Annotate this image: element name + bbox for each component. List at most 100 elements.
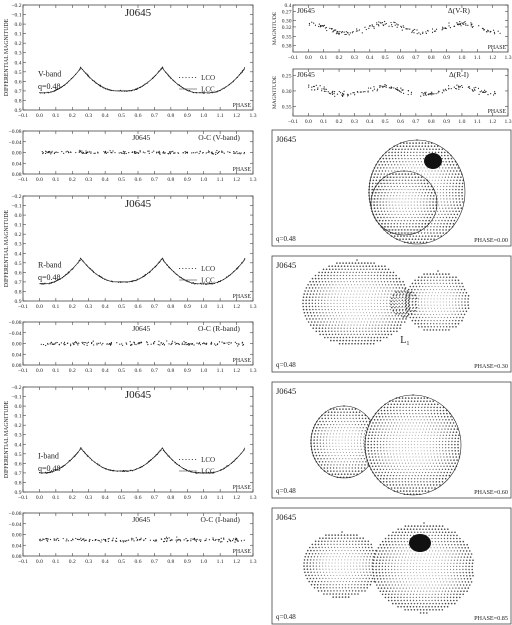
chart-oc-v: −0.1 0.0 0.1 0.2 0.3 0.4 0.5 0.6 0.7 0.8 0.9 1.0 1.1… — [9, 129, 257, 183]
surface-point — [339, 414, 342, 416]
surface-point — [405, 308, 407, 311]
surface-point — [332, 408, 335, 410]
surface-point — [352, 318, 354, 320]
surface-point — [389, 296, 391, 298]
surface-point — [350, 439, 352, 441]
surface-point — [421, 210, 423, 212]
surface-point — [415, 403, 417, 406]
surface-point — [406, 297, 408, 299]
surface-point — [354, 262, 357, 264]
surface-point — [355, 309, 357, 311]
residual-point — [58, 539, 60, 542]
surface-point — [452, 182, 455, 185]
color-point — [434, 30, 437, 32]
y-tick-label-extra: 0.4 — [285, 3, 292, 9]
residual-point — [118, 152, 120, 154]
surface-point — [421, 403, 424, 406]
residual-point — [230, 540, 232, 542]
surface-point — [329, 284, 331, 286]
surface-point — [459, 170, 461, 172]
surface-point — [401, 302, 403, 305]
color-point — [361, 32, 363, 34]
surface-point — [410, 157, 412, 160]
surface-point — [398, 294, 401, 296]
y-tick-label: 0.7 — [15, 280, 22, 286]
surface-point — [427, 232, 429, 234]
surface-point — [357, 467, 360, 469]
x-tick-label: 0.8 — [167, 559, 174, 565]
color-point — [333, 91, 336, 93]
surface-point — [448, 322, 450, 325]
residual-point — [124, 540, 126, 542]
surface-point — [454, 322, 457, 325]
surface-point — [398, 157, 400, 160]
color-point — [317, 87, 319, 89]
surface-point — [417, 207, 419, 209]
residual-point — [56, 341, 58, 344]
surface-point — [435, 148, 437, 151]
surface-point — [396, 311, 399, 314]
color-point — [494, 91, 496, 93]
x-tick-label: 0.1 — [52, 368, 59, 374]
surface-point — [374, 293, 377, 295]
color-point — [356, 91, 359, 93]
surface-point — [306, 293, 309, 295]
surface-point — [341, 442, 343, 444]
surface-point — [441, 157, 443, 160]
surface-point — [377, 195, 379, 197]
surface-point — [414, 406, 417, 409]
residual-point — [58, 344, 60, 346]
surface-point — [413, 400, 416, 402]
residual-point — [162, 342, 164, 344]
surface-point — [382, 274, 385, 277]
surface-point — [334, 333, 337, 336]
color-point — [425, 91, 427, 93]
surface-point — [376, 299, 379, 301]
surface-point — [406, 223, 408, 225]
residual-point — [47, 538, 49, 540]
surface-point — [395, 179, 397, 181]
surface-point — [421, 307, 423, 309]
surface-point — [448, 289, 450, 291]
surface-point — [414, 238, 417, 240]
color-point — [321, 88, 323, 90]
surface-point — [360, 284, 362, 286]
surface-point — [350, 293, 352, 295]
residual-point — [221, 150, 223, 152]
color-point — [382, 86, 384, 88]
surface-point — [398, 173, 400, 175]
surface-point — [338, 342, 341, 345]
surface-point — [367, 274, 369, 277]
residual-point — [60, 342, 62, 344]
residual-point — [240, 152, 242, 154]
color-point — [407, 28, 409, 30]
surface-point — [317, 299, 320, 301]
residual-point — [212, 539, 215, 541]
legend-lcc: LCC — [201, 277, 215, 285]
surface-point — [419, 154, 421, 157]
residual-point — [74, 342, 76, 344]
surface-point — [325, 420, 327, 423]
surface-point — [330, 277, 332, 280]
y-tick-label: 0.0 — [15, 213, 22, 219]
surface-point — [395, 204, 397, 206]
surface-point — [364, 271, 367, 274]
surface-point — [462, 285, 464, 288]
surface-point — [358, 302, 360, 304]
surface-point — [458, 195, 460, 197]
surface-point — [412, 185, 414, 188]
surface-point — [329, 439, 331, 441]
surface-point — [305, 287, 308, 289]
residual-point — [243, 153, 245, 155]
surface-point — [339, 274, 341, 277]
surface-point — [414, 298, 417, 300]
surface-point — [319, 324, 321, 326]
residual-point — [230, 342, 232, 344]
surface-point — [339, 262, 341, 264]
series-lcc-line — [39, 66, 246, 94]
surface-point — [461, 307, 464, 309]
residual-point — [98, 342, 100, 344]
color-point — [325, 88, 327, 90]
surface-point — [341, 333, 343, 336]
color-point — [324, 27, 327, 29]
